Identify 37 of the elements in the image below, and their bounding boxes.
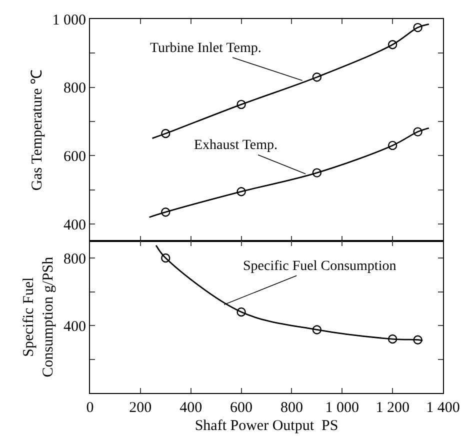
- x-tick-label: 1 000: [325, 400, 360, 416]
- annotation: Exhaust Temp.: [194, 138, 278, 153]
- x-axis-title: Shaft Power Output PS: [194, 418, 338, 434]
- y-axis-title: Specific Fuel Consumption g/PSh: [21, 256, 57, 378]
- point: [161, 128, 170, 138]
- point: [312, 325, 322, 334]
- y-tick-label: 400: [64, 217, 86, 234]
- y-tick-label: 600: [64, 148, 86, 165]
- y-tick-label: 800: [64, 251, 86, 268]
- x-tick-label: 200: [129, 400, 152, 416]
- y-tick-label: 1 000: [52, 12, 86, 28]
- point: [388, 140, 398, 150]
- point: [161, 253, 170, 263]
- y-tick-label: 800: [64, 80, 86, 97]
- x-tick-label: 1 200: [376, 400, 410, 416]
- line-series: [152, 22, 430, 139]
- x-tick-label: 0: [86, 400, 94, 416]
- point: [161, 208, 170, 217]
- x-tick-label: 400: [180, 400, 202, 416]
- point: [236, 100, 246, 110]
- annotation: Specific Fuel Consumption: [243, 259, 396, 274]
- y-tick-label: 400: [64, 318, 86, 335]
- point: [312, 168, 322, 178]
- annotation: Turbine Inlet Temp.: [150, 41, 262, 56]
- point: [413, 127, 422, 136]
- point: [413, 22, 422, 32]
- point: [388, 334, 398, 344]
- y-axis-title: Gas Temperature ℃: [30, 70, 46, 191]
- x-tick-label: 800: [280, 400, 303, 416]
- line-series: [148, 127, 430, 218]
- point: [388, 40, 398, 50]
- point: [236, 187, 246, 196]
- x-tick-label: 1 400: [426, 400, 460, 416]
- point: [413, 335, 422, 344]
- point: [236, 307, 246, 317]
- point: [312, 72, 322, 82]
- x-tick-label: 600: [230, 400, 253, 416]
